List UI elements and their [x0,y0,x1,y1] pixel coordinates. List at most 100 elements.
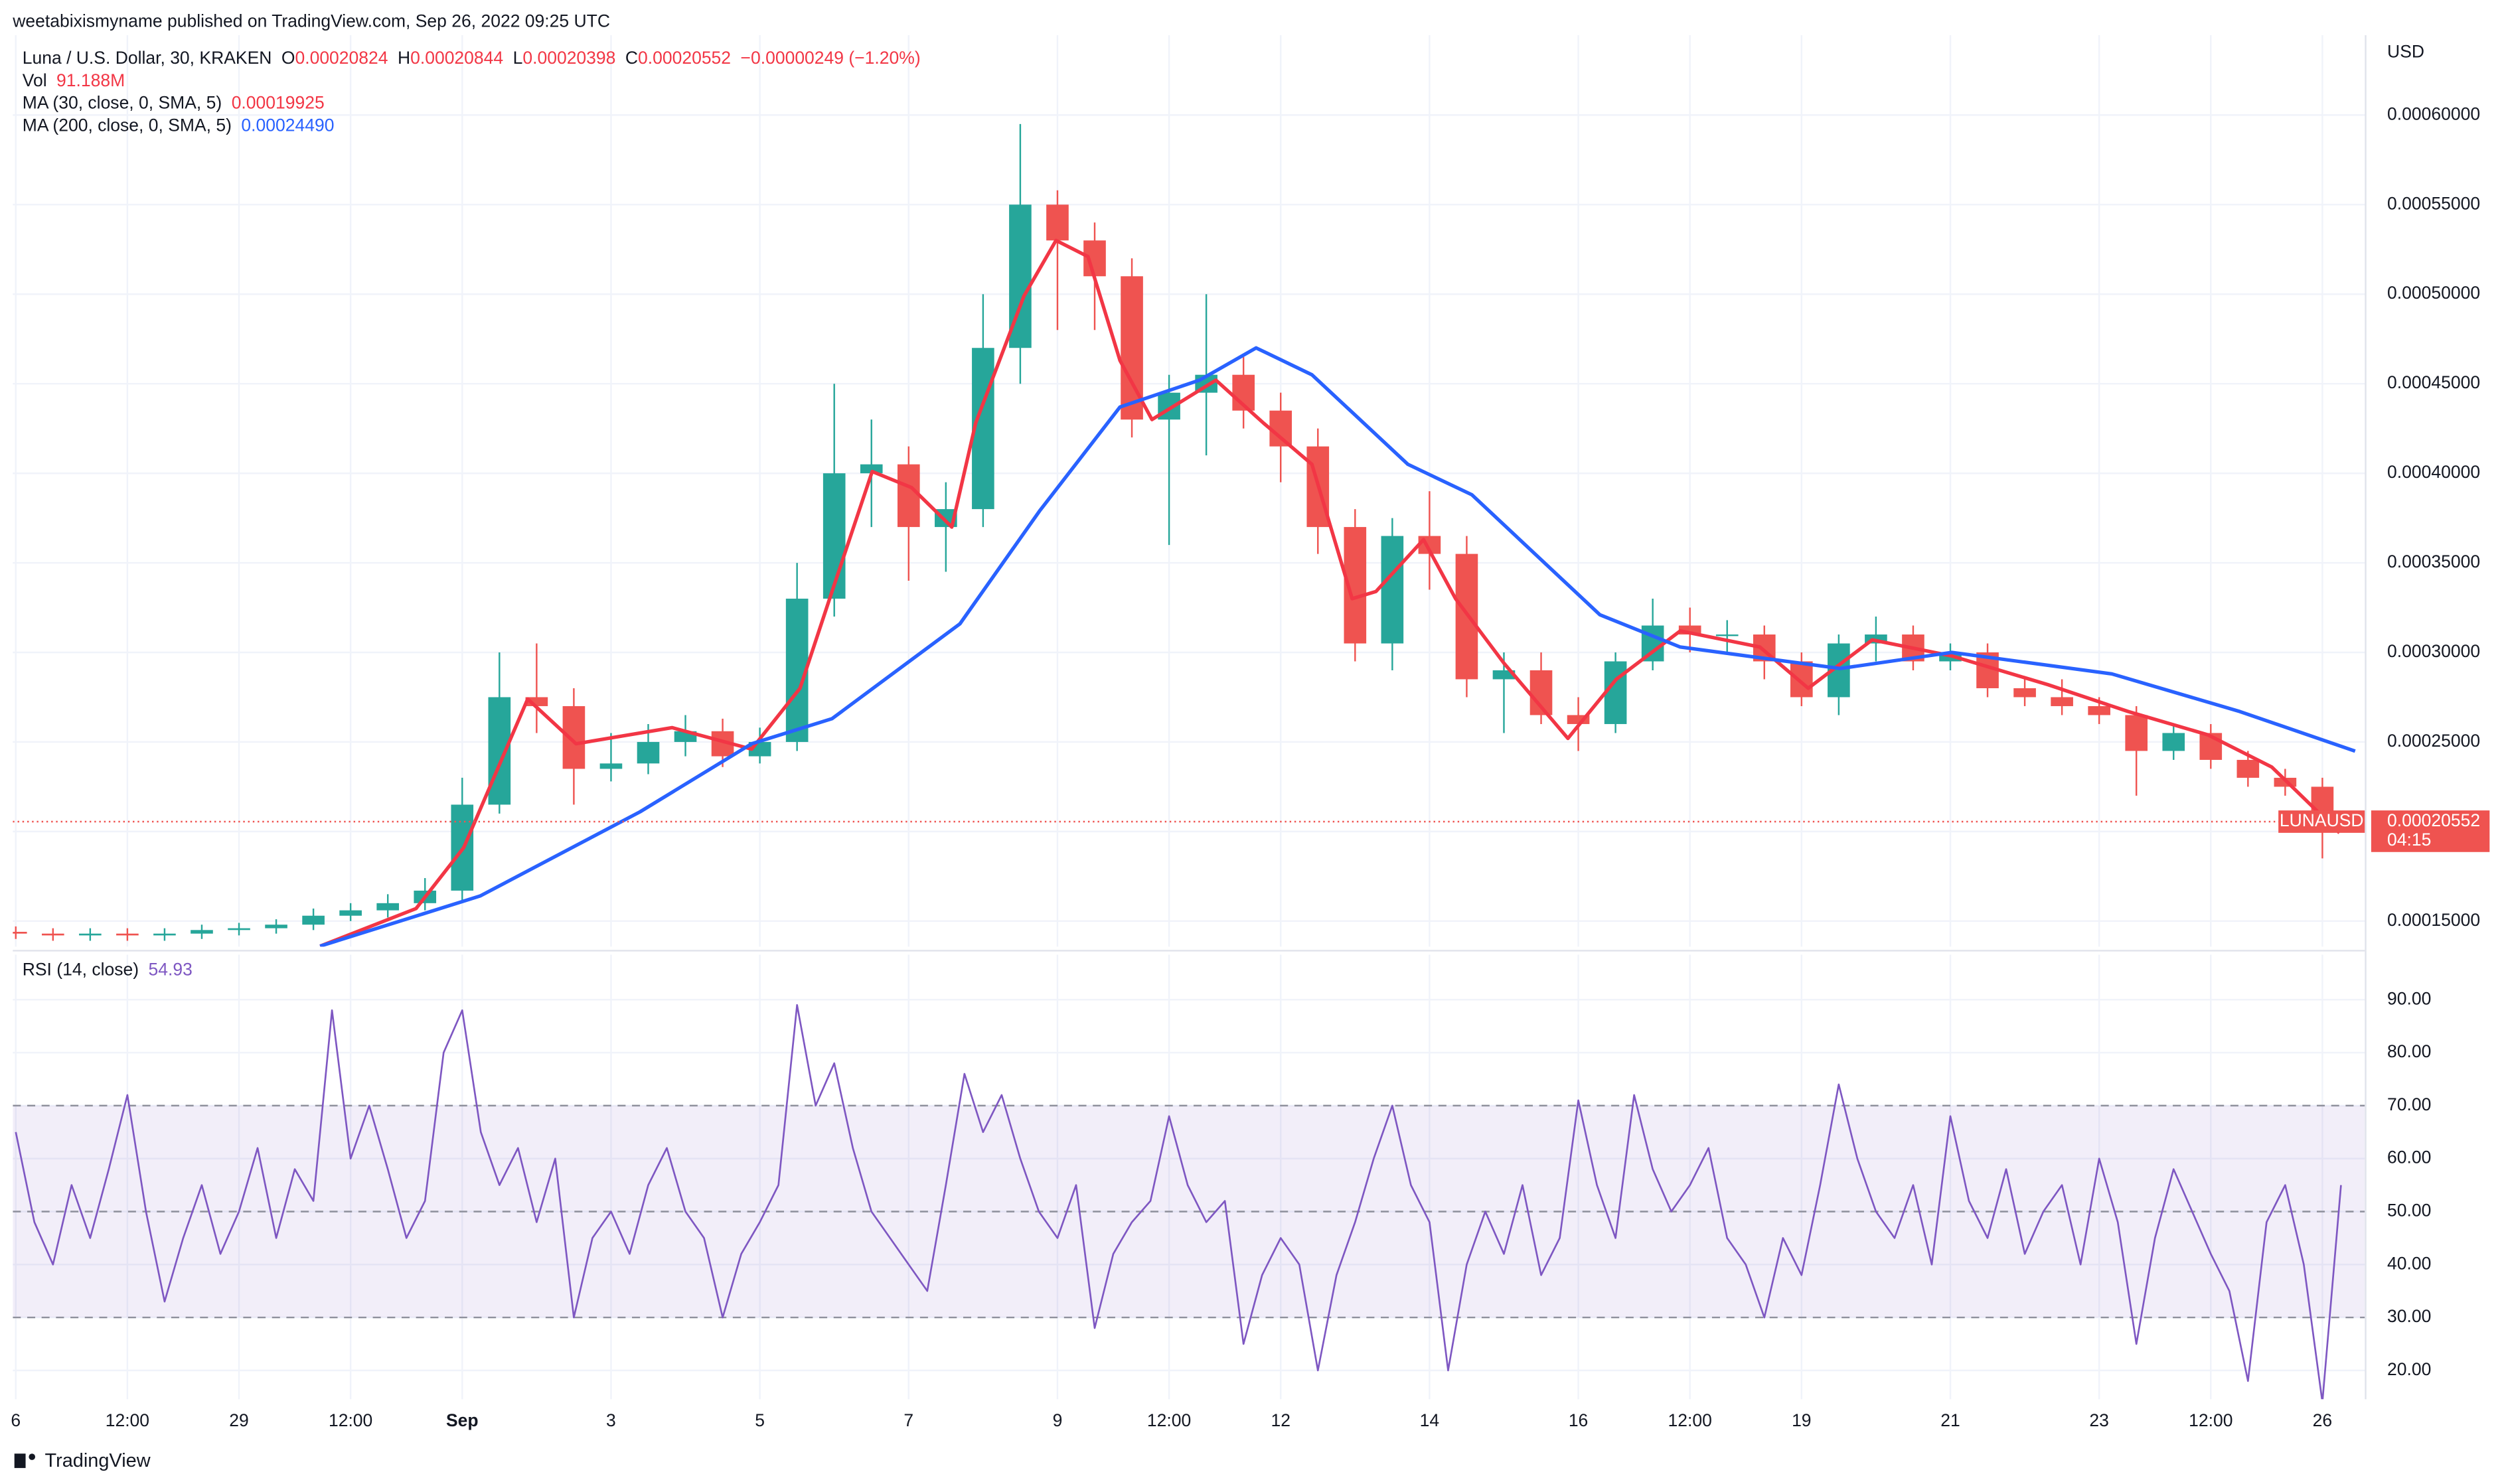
logo-mark [14,1453,26,1468]
ma-line [319,238,2341,947]
candle-body [13,932,27,934]
legend-ma200: MA (200, close, 0, SMA, 5) 0.00024490 [23,115,335,135]
candle-body [1715,634,1739,636]
x-tick-label: 12:00 [1668,1410,1712,1430]
x-tick-label: 26 [2313,1410,2332,1430]
candle-body [2236,759,2260,778]
x-tick-label: 7 [903,1410,913,1430]
y-tick-label: 0.00040000 [2387,462,2480,482]
candle-body [1604,661,1627,724]
axis-unit: USD [2387,42,2424,62]
ohlc-key: L [513,48,523,68]
legend-volume: Vol 91.188M [23,70,125,90]
x-tick-label: 21 [1940,1410,1960,1430]
y-tick-label: 30.00 [2387,1306,2431,1326]
legend-value: 0.00019925 [232,93,325,113]
brand: TradingView [14,1450,151,1471]
x-tick-label: 16 [1569,1410,1588,1430]
price-plot [13,123,2365,947]
y-tick-label: 0.00025000 [2387,731,2480,751]
rsi-plot [13,1003,2365,1400]
ohlc-value: 0.00020824 [295,48,388,68]
logo-mark [29,1453,36,1460]
x-tick-label: 19 [1792,1410,1811,1430]
candle-body [302,915,325,925]
y-tick-label: 0.00015000 [2387,910,2480,930]
x-tick-label: 29 [229,1410,248,1430]
candle-body [599,763,623,769]
candle-body [2162,733,2185,751]
ohlc-value: 0.00020398 [522,48,615,68]
legend-ohlc: Luna / U.S. Dollar, 30, KRAKEN O0.0002082… [23,48,921,68]
grid-layer [13,35,2365,1400]
y-tick-label: 90.00 [2387,988,2431,1008]
candle-body [897,464,920,528]
legend-rsi: RSI (14, close) 54.93 [23,960,193,980]
candle-body [339,910,362,916]
rsi-value: 54.93 [148,960,192,980]
y-tick-label: 0.00050000 [2387,283,2480,303]
x-tick-label: 12 [1271,1410,1290,1430]
y-tick-label: 0.00060000 [2387,104,2480,123]
countdown-label: 04:15 [2387,830,2431,850]
candle-body [79,933,102,936]
ma-line [319,346,2356,947]
candle-body [116,933,139,936]
symbol-box [2278,810,2365,833]
candle-body [2013,688,2036,698]
candle-body [1492,670,1516,680]
y-tick-label: 80.00 [2387,1041,2431,1061]
x-tick-label: 5 [755,1410,765,1430]
candle-body [265,925,287,928]
candle-body [1381,536,1404,644]
x-tick-label: 12:00 [1147,1410,1191,1430]
candle-body [562,705,586,769]
y-tick-label: 0.00035000 [2387,552,2480,571]
x-tick-label: 6 [11,1410,21,1430]
candle-body [1455,554,1478,680]
candle-body [41,933,64,936]
x-tick-label: 23 [2089,1410,2108,1430]
ohlc-value: 0.00020844 [410,48,503,68]
ohlc-value: 0.00020552 [638,48,731,68]
ohlc-key: O [281,48,295,68]
ohlc-key: C [625,48,638,68]
candle-body [2088,705,2110,715]
y-tick-label: 0.00045000 [2387,372,2480,392]
y-tick-label: 0.00055000 [2387,193,2480,213]
candle-body [1269,410,1292,447]
price-box [2371,810,2490,852]
x-tick-label: 9 [1053,1410,1063,1430]
candle-body [637,741,660,764]
brand-name: TradingView [44,1450,150,1471]
x-tick-label: 12:00 [2189,1410,2232,1430]
x-tick-label: Sep [446,1410,479,1430]
volume-value: 91.188M [56,70,125,90]
y-tick-label: 0.00030000 [2387,641,2480,661]
y-tick-label: 50.00 [2387,1200,2431,1220]
candle-body [2125,715,2148,751]
published-note: weetabixismyname published on TradingVie… [12,11,610,31]
rsi-title: RSI (14, close) [23,960,139,980]
y-tick-label: 40.00 [2387,1253,2431,1273]
legend-ma30: MA (30, close, 0, SMA, 5) 0.00019925 [23,93,325,113]
volume-label: Vol [23,70,47,90]
x-tick-label: 12:00 [106,1410,149,1430]
candle-body [2051,697,2073,706]
x-tick-label: 3 [606,1410,616,1430]
ohlc-key: H [398,48,410,68]
candle-body [153,933,176,936]
x-tick-label: 12:00 [329,1410,372,1430]
axis-layer: 6 12:00 29 12:00 Sep 3 5 7 9 12:00 12 14 16 12:00 19 21… [11,104,2490,1430]
candle-body [1046,204,1069,241]
candle-body [191,930,213,934]
x-tick-label: 14 [1420,1410,1439,1430]
symbol-title: Luna / U.S. Dollar, 30, KRAKEN [23,48,272,68]
candle-body [228,928,250,930]
candle-body [1790,661,1813,698]
candle-body [376,903,400,911]
price-label: 0.00020552 [2387,810,2480,830]
y-tick-label: 70.00 [2387,1094,2431,1114]
legend-entry: MA (200, close, 0, SMA, 5) [23,115,232,135]
